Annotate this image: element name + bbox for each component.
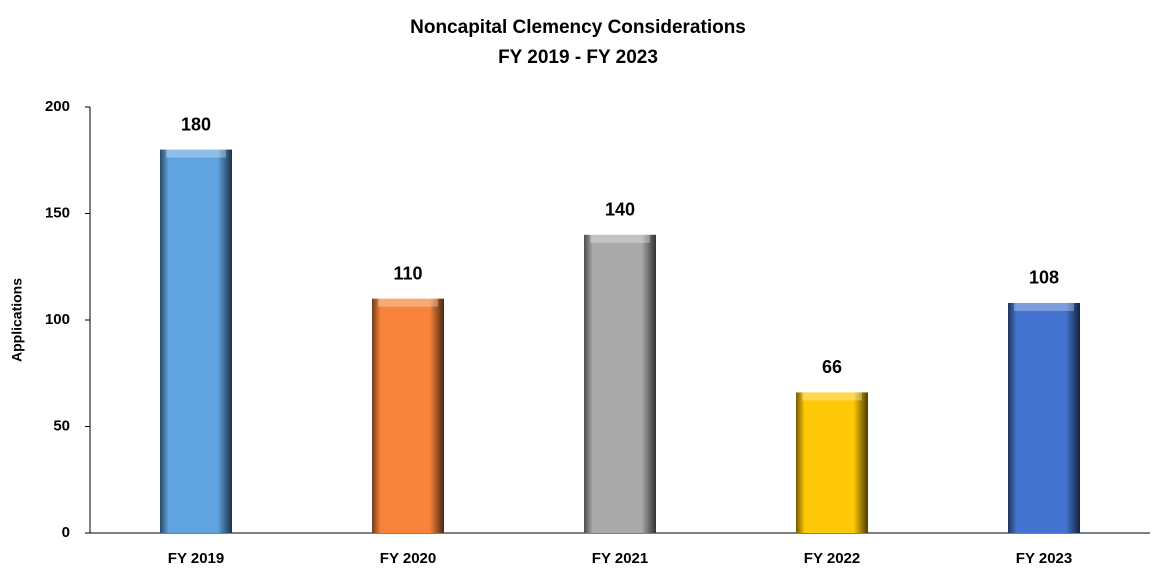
- chart-title: Noncapital Clemency Considerations: [410, 17, 746, 38]
- y-tick-label: 0: [62, 524, 70, 541]
- y-tick-label: 50: [53, 417, 70, 434]
- chart-subtitle: FY 2019 - FY 2023: [498, 47, 658, 68]
- bar-bevel: [378, 298, 438, 307]
- y-tick-label: 150: [45, 204, 70, 221]
- data-label: 66: [822, 357, 842, 377]
- x-tick-label: FY 2020: [380, 550, 436, 567]
- bar: [372, 298, 444, 533]
- bar: [584, 234, 656, 534]
- x-tick-label: FY 2022: [804, 550, 860, 567]
- bar: [160, 149, 232, 533]
- data-label: 110: [393, 263, 422, 283]
- bar-bevel: [590, 234, 650, 243]
- bar-bevel: [1014, 302, 1074, 311]
- bar-bevel: [802, 392, 862, 401]
- x-tick-label: FY 2023: [1016, 550, 1072, 567]
- y-axis-label: Applications: [9, 278, 25, 362]
- y-tick-label: 100: [45, 311, 70, 328]
- y-tick-label: 200: [45, 98, 70, 115]
- data-label: 108: [1029, 268, 1059, 288]
- x-tick-label: FY 2021: [592, 550, 648, 567]
- data-label: 140: [605, 200, 635, 220]
- data-label: 180: [181, 114, 211, 134]
- bar: [796, 392, 868, 533]
- x-tick-label: FY 2019: [168, 550, 224, 567]
- bar-bevel: [166, 149, 226, 158]
- bar: [1008, 302, 1080, 533]
